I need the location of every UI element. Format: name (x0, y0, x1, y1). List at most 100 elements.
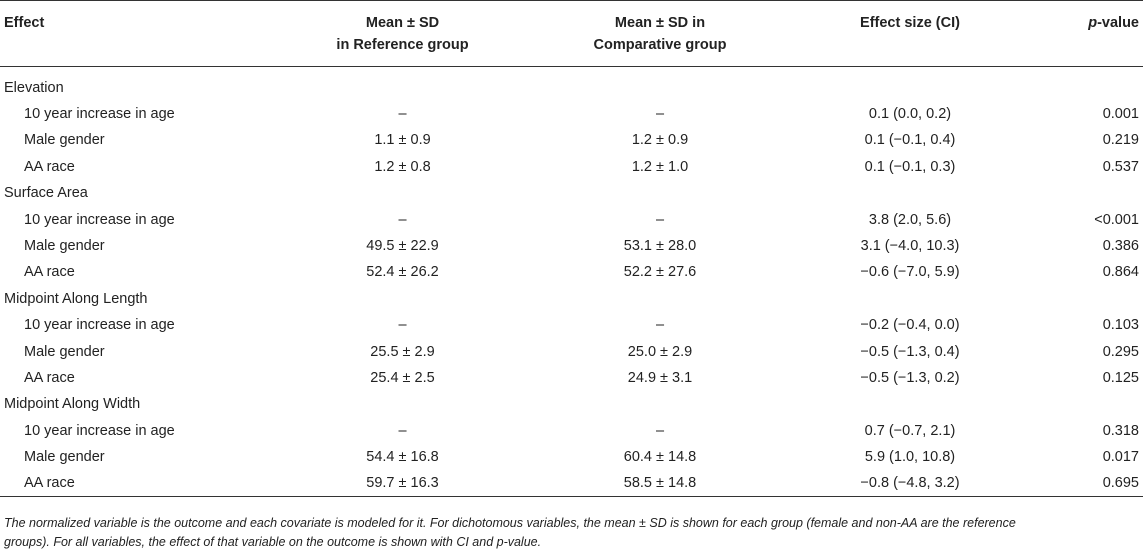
header-p-rest: -value (1097, 15, 1139, 31)
reference-mean-sd: 54.4 ± 16.8 (366, 449, 439, 466)
p-value: 0.386 (1102, 238, 1139, 255)
table-body: Elevation 10 year increase in age – – 0.1 (0… (0, 67, 1143, 498)
comparative-mean-sd: – (655, 106, 665, 123)
header-reference-line2: in Reference group (336, 37, 469, 53)
section-title: Elevation (4, 79, 64, 96)
p-value: 0.001 (1102, 106, 1139, 123)
row-label: Male gender (24, 238, 105, 255)
row-label: AA race (24, 369, 75, 386)
footnote-line2: groups). For all variables, the effect o… (4, 534, 542, 549)
table-row: 10 year increase in age – – 3.8 (2.0, 5.6) <… (0, 206, 1143, 232)
p-value: 0.103 (1102, 317, 1139, 334)
comparative-mean-sd: 60.4 ± 14.8 (623, 449, 697, 466)
section-title: Surface Area (4, 185, 88, 202)
section-row: Midpoint Along Length (0, 286, 1143, 312)
comparative-mean-sd: – (655, 211, 665, 228)
reference-mean-sd: 49.5 ± 22.9 (366, 238, 439, 255)
reference-mean-sd: – (398, 317, 407, 334)
p-value: 0.219 (1102, 132, 1139, 149)
header-reference-line1: Mean ± SD (365, 15, 440, 31)
table-header: Effect Mean ± SD in Reference group Mean… (0, 0, 1143, 67)
p-value: 0.017 (1102, 449, 1139, 466)
effect-size-ci: 0.7 (−0.7, 2.1) (864, 422, 956, 439)
effect-size-ci: 0.1 (−0.1, 0.3) (864, 158, 956, 175)
table-footnote: The normalized variable is the outcome a… (4, 514, 1139, 551)
comparative-mean-sd: – (655, 422, 665, 439)
row-label: 10 year increase in age (24, 211, 175, 228)
comparative-mean-sd: 53.1 ± 28.0 (623, 238, 697, 255)
section-row: Elevation (0, 75, 1143, 101)
effect-size-ci: −0.5 (−1.3, 0.4) (860, 343, 960, 360)
p-value: 0.295 (1102, 343, 1139, 360)
p-value: <0.001 (1094, 211, 1139, 228)
header-p-value: p-value (1025, 0, 1143, 67)
table-row: AA race 59.7 ± 16.3 58.5 ± 14.8 −0.8 (−4.8,… (0, 470, 1143, 498)
header-effect: Effect (0, 0, 280, 67)
section-row: Midpoint Along Width (0, 391, 1143, 417)
header-spacer-row (0, 67, 1143, 75)
table-row: AA race 1.2 ± 0.8 1.2 ± 1.0 0.1 (−0.1, 0.3)… (0, 154, 1143, 180)
row-label: AA race (24, 264, 75, 281)
comparative-mean-sd: 1.2 ± 1.0 (631, 158, 689, 175)
reference-mean-sd: 1.2 ± 0.8 (374, 158, 431, 175)
table-row: Male gender 49.5 ± 22.9 53.1 ± 28.0 3.1 (−4… (0, 233, 1143, 259)
comparative-mean-sd: 1.2 ± 0.9 (631, 132, 689, 149)
header-comparative-line2: Comparative group (593, 37, 727, 53)
row-label: 10 year increase in age (24, 317, 175, 334)
effect-size-ci: −0.5 (−1.3, 0.2) (860, 369, 960, 386)
section-row: Surface Area (0, 180, 1143, 206)
effect-size-ci: 3.1 (−4.0, 10.3) (860, 238, 960, 255)
reference-mean-sd: 59.7 ± 16.3 (280, 470, 525, 498)
table-row: AA race 52.4 ± 26.2 52.2 ± 27.6 −0.6 (−7.0,… (0, 259, 1143, 285)
table-row: Male gender 1.1 ± 0.9 1.2 ± 0.9 0.1 (−0.1, … (0, 127, 1143, 153)
comparative-mean-sd: 25.0 ± 2.9 (627, 343, 693, 360)
p-value: 0.695 (1025, 470, 1143, 498)
row-label: Male gender (24, 343, 105, 360)
reference-mean-sd: – (398, 422, 407, 439)
row-label: AA race (0, 470, 280, 498)
reference-mean-sd: 1.1 ± 0.9 (374, 132, 431, 149)
table-row: Male gender 54.4 ± 16.8 60.4 ± 14.8 5.9 (1.… (0, 444, 1143, 470)
effect-size-ci: −0.2 (−0.4, 0.0) (860, 317, 960, 334)
p-value: 0.318 (1102, 422, 1139, 439)
row-label: AA race (24, 158, 75, 175)
effect-size-ci: 3.8 (2.0, 5.6) (868, 211, 952, 228)
header-effect-size: Effect size (CI) (795, 0, 1025, 67)
reference-mean-sd: 25.4 ± 2.5 (370, 369, 435, 386)
table-row: 10 year increase in age – – 0.1 (0.0, 0.2) 0… (0, 101, 1143, 127)
section-title: Midpoint Along Length (4, 290, 148, 307)
comparative-mean-sd: – (655, 317, 665, 334)
section-title: Midpoint Along Width (4, 396, 141, 413)
row-label: 10 year increase in age (24, 422, 175, 439)
comparative-mean-sd: 24.9 ± 3.1 (627, 369, 693, 386)
p-value: 0.864 (1102, 264, 1139, 281)
row-label: 10 year increase in age (24, 106, 175, 123)
p-value: 0.537 (1102, 158, 1139, 175)
header-comparative-line1: Mean ± SD in (614, 15, 706, 31)
reference-mean-sd: 25.5 ± 2.9 (370, 343, 435, 360)
header-reference-group: Mean ± SD in Reference group (280, 0, 525, 67)
table-row: 10 year increase in age – – 0.7 (−0.7, 2.1)… (0, 418, 1143, 444)
effect-size-ci: 0.1 (0.0, 0.2) (868, 106, 952, 123)
effect-size-ci: −0.8 (−4.8, 3.2) (795, 470, 1025, 498)
comparative-mean-sd: 58.5 ± 14.8 (525, 470, 795, 498)
reference-mean-sd: – (398, 211, 407, 228)
effect-size-ci: 5.9 (1.0, 10.8) (864, 449, 956, 466)
row-label: Male gender (24, 449, 105, 466)
table-row: Male gender 25.5 ± 2.9 25.0 ± 2.9 −0.5 (−1.… (0, 338, 1143, 364)
table-row: 10 year increase in age – – −0.2 (−0.4, 0.0… (0, 312, 1143, 338)
table-row: AA race 25.4 ± 2.5 24.9 ± 3.1 −0.5 (−1.3, 0… (0, 365, 1143, 391)
row-label: Male gender (24, 132, 105, 149)
p-value: 0.125 (1102, 369, 1139, 386)
effect-size-ci: 0.1 (−0.1, 0.4) (864, 132, 956, 149)
results-table: Effect Mean ± SD in Reference group Mean… (0, 0, 1143, 498)
reference-mean-sd: 52.4 ± 26.2 (366, 264, 439, 281)
header-p-italic: p (1088, 15, 1098, 31)
reference-mean-sd: – (398, 106, 407, 123)
spacer-cell (0, 67, 1143, 75)
header-comparative-group: Mean ± SD in Comparative group (525, 0, 795, 67)
comparative-mean-sd: 52.2 ± 27.6 (623, 264, 697, 281)
header-row: Effect Mean ± SD in Reference group Mean… (0, 0, 1143, 67)
footnote-line1: The normalized variable is the outcome a… (4, 516, 1016, 530)
